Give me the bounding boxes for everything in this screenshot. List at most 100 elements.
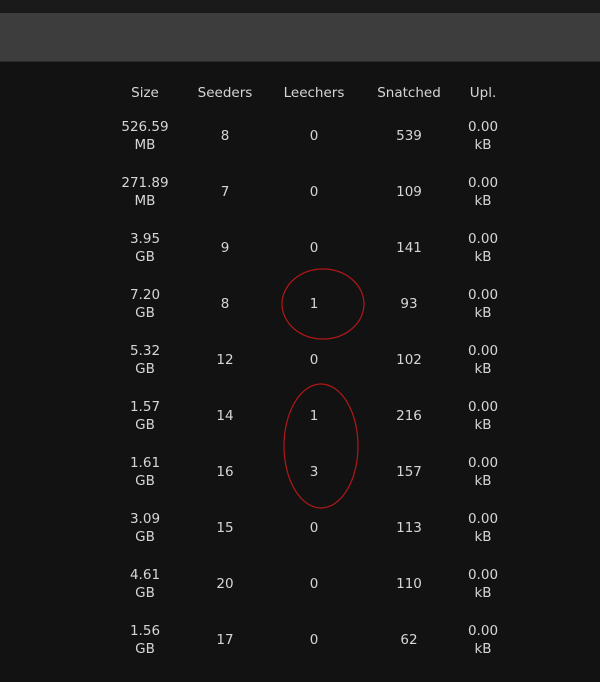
header-upload[interactable]: Upl. <box>469 85 497 101</box>
size-value: 1.57 <box>129 399 161 415</box>
cell-seeders: 20 <box>216 576 234 592</box>
table-row: 1.57 GB 14 1 216 0.00 kB <box>105 388 511 444</box>
table-row: 5.32 GB 12 0 102 0.00 kB <box>105 332 511 388</box>
size-value: 3.95 <box>129 231 161 247</box>
cell-upload: 0.00 kB <box>455 388 511 444</box>
torrent-table: Size Seeders Leechers Snatched Upl. 526.… <box>105 78 511 668</box>
size-value: 271.89 <box>121 175 169 191</box>
header-leechers[interactable]: Leechers <box>283 85 345 101</box>
upload-unit: kB <box>474 305 492 321</box>
table-row: 1.56 GB 17 0 62 0.00 kB <box>105 612 511 668</box>
upload-value: 0.00 <box>467 623 499 639</box>
cell-size: 526.59 MB <box>105 108 185 164</box>
upload-unit: kB <box>474 417 492 433</box>
size-unit: GB <box>135 641 155 657</box>
cell-seeders: 7 <box>220 184 230 200</box>
cell-leechers: 0 <box>309 352 319 368</box>
upload-unit: kB <box>474 585 492 601</box>
header-size[interactable]: Size <box>131 85 159 101</box>
cell-leechers: 0 <box>309 128 319 144</box>
upload-unit: kB <box>474 361 492 377</box>
cell-leechers: 1 <box>309 408 319 424</box>
size-unit: MB <box>134 137 156 153</box>
cell-upload: 0.00 kB <box>455 612 511 668</box>
cell-leechers: 0 <box>309 632 319 648</box>
cell-size: 3.09 GB <box>105 500 185 556</box>
cell-upload: 0.00 kB <box>455 164 511 220</box>
cell-leechers: 0 <box>309 240 319 256</box>
upload-value: 0.00 <box>467 175 499 191</box>
upload-unit: kB <box>474 641 492 657</box>
upload-value: 0.00 <box>467 511 499 527</box>
size-unit: GB <box>135 417 155 433</box>
upload-value: 0.00 <box>467 567 499 583</box>
size-value: 4.61 <box>129 567 161 583</box>
cell-size: 1.57 GB <box>105 388 185 444</box>
upload-value: 0.00 <box>467 399 499 415</box>
size-unit: MB <box>134 193 156 209</box>
size-unit: GB <box>135 585 155 601</box>
top-bar <box>0 0 600 13</box>
cell-seeders: 16 <box>216 464 234 480</box>
cell-upload: 0.00 kB <box>455 332 511 388</box>
upload-value: 0.00 <box>467 455 499 471</box>
upload-value: 0.00 <box>467 287 499 303</box>
size-value: 7.20 <box>129 287 161 303</box>
cell-leechers: 3 <box>309 464 319 480</box>
table-row: 3.95 GB 9 0 141 0.00 kB <box>105 220 511 276</box>
table-row: 1.61 GB 16 3 157 0.00 kB <box>105 444 511 500</box>
upload-unit: kB <box>474 249 492 265</box>
cell-seeders: 9 <box>220 240 230 256</box>
size-value: 1.56 <box>129 623 161 639</box>
size-unit: GB <box>135 249 155 265</box>
cell-snatched: 109 <box>396 184 422 200</box>
cell-upload: 0.00 kB <box>455 220 511 276</box>
header-band <box>0 13 600 62</box>
size-value: 526.59 <box>121 119 169 135</box>
upload-value: 0.00 <box>467 231 499 247</box>
header-seeders[interactable]: Seeders <box>197 85 253 101</box>
cell-size: 1.61 GB <box>105 444 185 500</box>
cell-upload: 0.00 kB <box>455 108 511 164</box>
cell-leechers: 0 <box>309 184 319 200</box>
cell-upload: 0.00 kB <box>455 444 511 500</box>
cell-size: 3.95 GB <box>105 220 185 276</box>
cell-snatched: 141 <box>396 240 422 256</box>
upload-unit: kB <box>474 473 492 489</box>
cell-snatched: 157 <box>396 464 422 480</box>
cell-snatched: 539 <box>396 128 422 144</box>
table-row: 526.59 MB 8 0 539 0.00 kB <box>105 108 511 164</box>
size-value: 1.61 <box>129 455 161 471</box>
cell-leechers: 0 <box>309 520 319 536</box>
cell-seeders: 17 <box>216 632 234 648</box>
header-snatched[interactable]: Snatched <box>377 85 441 101</box>
size-unit: GB <box>135 529 155 545</box>
size-unit: GB <box>135 473 155 489</box>
cell-snatched: 102 <box>396 352 422 368</box>
cell-upload: 0.00 kB <box>455 276 511 332</box>
cell-leechers: 1 <box>309 296 319 312</box>
cell-snatched: 62 <box>400 632 418 648</box>
cell-seeders: 8 <box>220 128 230 144</box>
table-row: 3.09 GB 15 0 113 0.00 kB <box>105 500 511 556</box>
table-row: 7.20 GB 8 1 93 0.00 kB <box>105 276 511 332</box>
table-header-row: Size Seeders Leechers Snatched Upl. <box>105 78 511 108</box>
size-unit: GB <box>135 361 155 377</box>
size-unit: GB <box>135 305 155 321</box>
table-row: 4.61 GB 20 0 110 0.00 kB <box>105 556 511 612</box>
cell-seeders: 8 <box>220 296 230 312</box>
upload-unit: kB <box>474 137 492 153</box>
cell-size: 4.61 GB <box>105 556 185 612</box>
upload-value: 0.00 <box>467 119 499 135</box>
cell-size: 7.20 GB <box>105 276 185 332</box>
upload-unit: kB <box>474 193 492 209</box>
upload-unit: kB <box>474 529 492 545</box>
cell-size: 271.89 MB <box>105 164 185 220</box>
cell-snatched: 216 <box>396 408 422 424</box>
table-row: 271.89 MB 7 0 109 0.00 kB <box>105 164 511 220</box>
cell-snatched: 113 <box>396 520 422 536</box>
cell-seeders: 12 <box>216 352 234 368</box>
cell-seeders: 15 <box>216 520 234 536</box>
size-value: 3.09 <box>129 511 161 527</box>
cell-leechers: 0 <box>309 576 319 592</box>
